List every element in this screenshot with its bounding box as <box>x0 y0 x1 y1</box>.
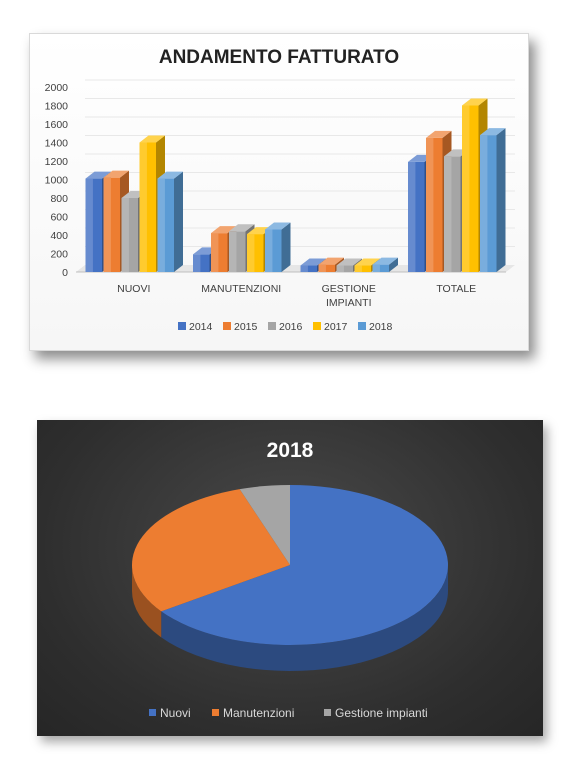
bar-highlight <box>408 161 416 272</box>
y-tick-label: 1400 <box>45 138 69 150</box>
bar-highlight <box>354 265 362 272</box>
y-tick-label: 200 <box>50 249 68 261</box>
bar-top <box>85 171 111 179</box>
pie-slice <box>161 485 449 645</box>
legend-label: 2017 <box>324 321 348 333</box>
legend-label: 2016 <box>279 321 303 333</box>
bar-highlight <box>462 105 470 272</box>
bar <box>372 257 398 272</box>
bar <box>265 222 291 272</box>
y-tick-label: 1200 <box>45 156 69 168</box>
x-tick-label: GESTIONE <box>322 283 376 295</box>
bar-top <box>211 226 237 234</box>
y-tick-label: 400 <box>50 230 68 242</box>
legend-swatch <box>178 322 186 330</box>
bar-front <box>300 265 317 272</box>
y-tick-label: 2000 <box>45 82 69 94</box>
bar-top <box>336 258 362 266</box>
y-tick-label: 1800 <box>45 101 69 113</box>
x-tick-label: NUOVI <box>117 283 150 295</box>
bar-front <box>336 265 353 272</box>
bar-highlight <box>85 178 93 272</box>
y-tick-label: 800 <box>50 193 68 205</box>
bar-top <box>318 257 344 265</box>
bar-highlight <box>121 198 129 272</box>
bar-top <box>139 135 165 143</box>
pie-chart: 2018 Nuovi Manutenzioni Gestione impianti <box>132 439 449 720</box>
chart-floor <box>76 265 515 272</box>
legend-label: 2015 <box>234 321 258 333</box>
legend-swatch <box>268 322 276 330</box>
bar-chart-panel: ANDAMENTO FATTURATO 0 200 400 600 800 1000 120… <box>29 33 529 351</box>
legend-label: Gestione impianti <box>335 706 428 720</box>
chart-title: 2018 <box>267 439 314 462</box>
bar-top <box>300 258 326 266</box>
bar-front <box>372 264 389 272</box>
bar-side <box>281 222 291 272</box>
pie-slice <box>132 489 290 612</box>
pie-slice <box>239 485 290 565</box>
bar-highlight <box>372 264 380 272</box>
bar-top <box>426 130 452 138</box>
bar <box>157 171 183 272</box>
legend-label: 2014 <box>189 321 213 333</box>
bar-highlight <box>265 229 273 272</box>
bar-side <box>174 171 183 272</box>
bar-highlight <box>229 231 237 272</box>
x-tick-label: TOTALE <box>436 283 476 295</box>
pie-slice-side <box>132 565 162 638</box>
bar-highlight <box>157 178 165 272</box>
bar <box>480 128 506 272</box>
bar-top <box>462 98 488 106</box>
bar-highlight <box>426 137 434 272</box>
legend-swatch <box>149 709 156 716</box>
bar-highlight <box>247 234 255 272</box>
chart-title: ANDAMENTO FATTURATO <box>159 47 399 68</box>
legend-swatch <box>313 322 321 330</box>
x-tick-label: IMPIANTI <box>326 297 372 309</box>
bar-highlight <box>211 233 219 272</box>
bar-top <box>229 224 255 232</box>
y-tick-label: 0 <box>62 267 68 279</box>
bar-highlight <box>444 156 452 272</box>
bar-side <box>389 257 398 272</box>
bar-top <box>354 258 380 266</box>
bar-top <box>103 170 129 178</box>
bar-highlight <box>480 135 488 272</box>
legend-label: Nuovi <box>160 706 191 720</box>
pie-chart-panel: 2018 Nuovi Manutenzioni Gestione impianti <box>37 420 543 736</box>
bar-front <box>354 265 371 272</box>
x-tick-label: MANUTENZIONI <box>201 283 281 295</box>
legend-label: Manutenzioni <box>223 706 294 720</box>
bar-top <box>265 222 291 230</box>
bar-highlight <box>318 264 326 272</box>
y-tick-label: 600 <box>50 212 68 224</box>
legend-swatch <box>358 322 366 330</box>
bar-front <box>318 264 335 272</box>
bar-highlight <box>300 265 308 272</box>
bar-chart: ANDAMENTO FATTURATO 0 200 400 600 800 1000 120… <box>45 47 515 333</box>
legend-swatch <box>324 709 331 716</box>
legend-swatch <box>223 322 231 330</box>
legend-label: 2018 <box>369 321 393 333</box>
bar-highlight <box>193 254 201 272</box>
bar-side <box>496 128 506 272</box>
y-tick-label: 1600 <box>45 119 69 131</box>
bar-highlight <box>103 177 111 272</box>
bar-highlight <box>139 142 147 272</box>
bar-top <box>480 128 506 136</box>
bar-top <box>372 257 398 265</box>
bar-top <box>157 171 183 179</box>
y-tick-label: 1000 <box>45 175 69 187</box>
pie-slice-side <box>161 565 448 671</box>
bar-highlight <box>336 265 344 272</box>
legend-swatch <box>212 709 219 716</box>
